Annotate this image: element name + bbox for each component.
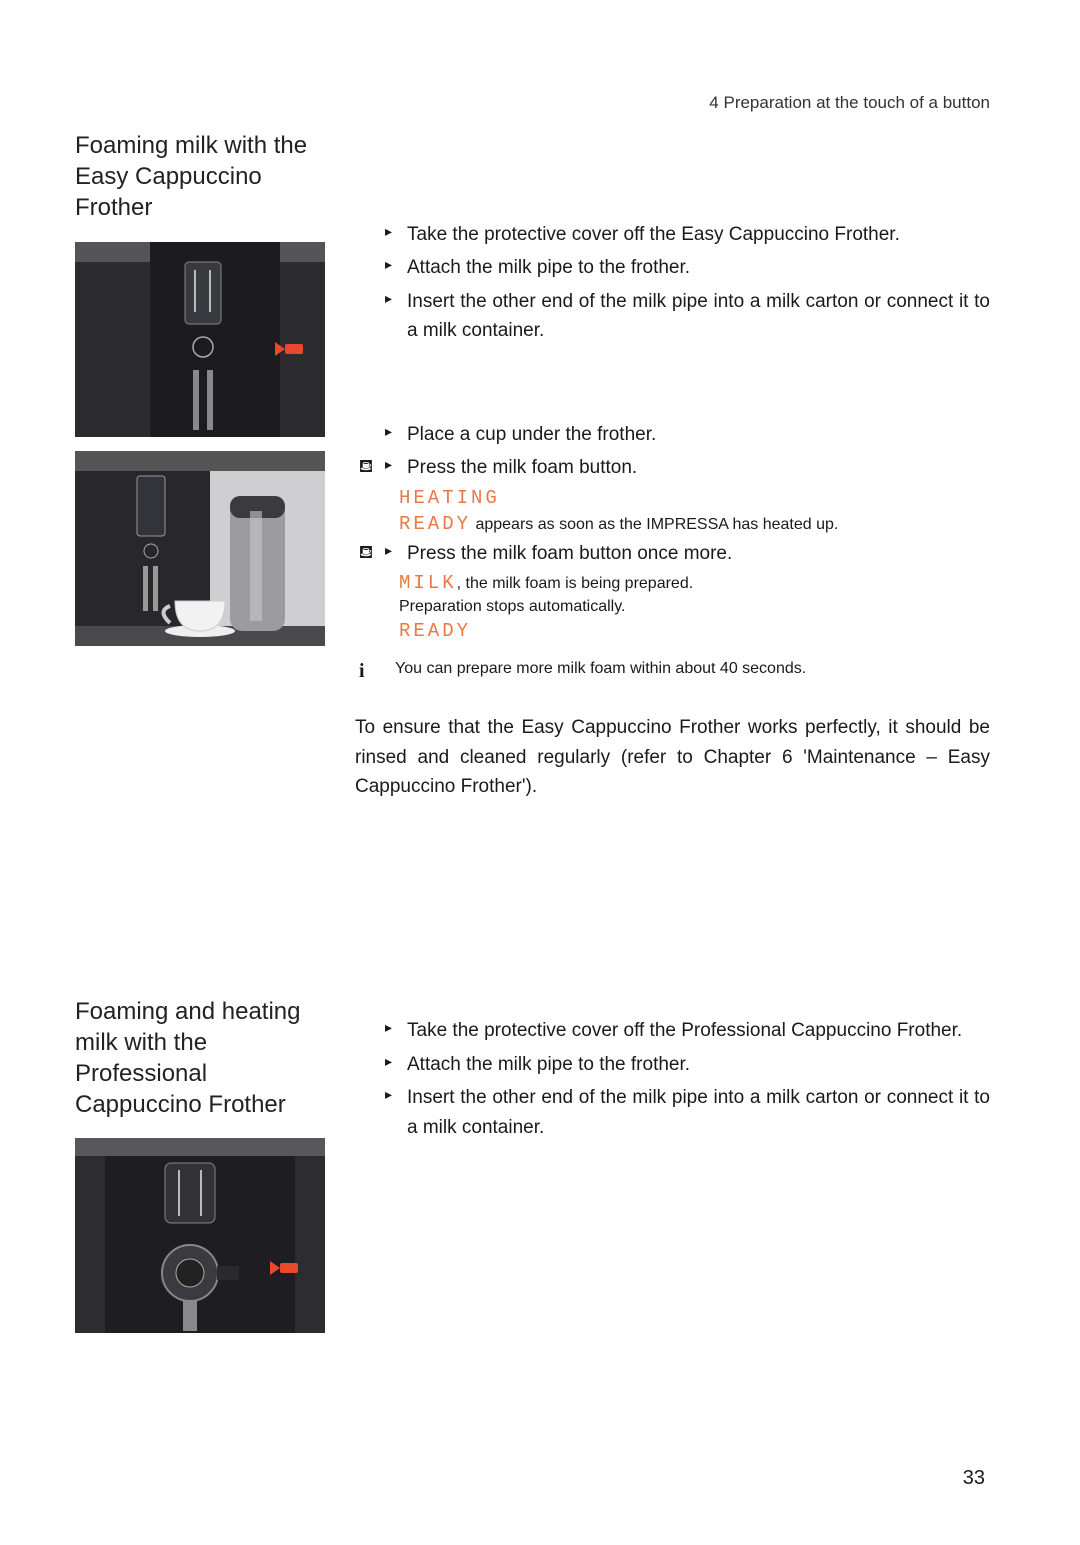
step-text: Place a cup under the frother. — [407, 420, 990, 449]
milk-foam-button-icon: ⛾ — [355, 539, 377, 566]
instruction-step: ▸ Take the protective cover off the Prof… — [355, 1016, 990, 1045]
instruction-step: ⛾ ▸ Press the milk foam button. — [355, 453, 990, 482]
figure-frother-with-cup — [75, 451, 325, 646]
step-text: Press the milk foam button once more. — [407, 539, 990, 568]
step-text: Insert the other end of the milk pipe in… — [407, 1083, 990, 1142]
display-text: READY — [399, 513, 471, 535]
step-text: appears as soon as the IMPRESSA has heat… — [471, 516, 838, 533]
step-arrow-icon: ▸ — [385, 287, 399, 311]
milk-foam-button-icon: ⛾ — [355, 453, 377, 480]
step-text: , the milk foam is being prepared. — [457, 575, 694, 592]
page-content: Foaming milk with the Easy Cappuccino Fr… — [75, 130, 990, 1347]
instruction-step: ▸ Place a cup under the frother. — [355, 420, 990, 449]
info-text: You can prepare more milk foam within ab… — [395, 660, 806, 683]
instruction-step: ⛾ ▸ Press the milk foam button once more… — [355, 539, 990, 568]
figure-professional-frother — [75, 1138, 325, 1333]
display-text: READY — [399, 620, 471, 642]
info-note: i You can prepare more milk foam within … — [359, 660, 990, 683]
step-text: Attach the milk pipe to the frother. — [407, 253, 990, 282]
step-text: Attach the milk pipe to the frother. — [407, 1050, 990, 1079]
display-text: HEATING — [399, 487, 500, 509]
section-title-1: Foaming milk with the Easy Cappuccino Fr… — [75, 130, 325, 224]
step-text: Insert the other end of the milk pipe in… — [407, 287, 990, 346]
page-header: 4 Preparation at the touch of a button — [709, 93, 990, 113]
display-text: MILK — [399, 572, 457, 594]
instruction-step: ▸ Take the protective cover off the Easy… — [355, 220, 990, 249]
instruction-step: ▸ Insert the other end of the milk pipe … — [355, 1083, 990, 1142]
step-text: Press the milk foam button. — [407, 453, 990, 482]
page-number: 33 — [963, 1467, 985, 1490]
step-arrow-icon: ▸ — [385, 1083, 399, 1107]
step-arrow-icon: ▸ — [385, 420, 399, 444]
step-arrow-icon: ▸ — [385, 253, 399, 277]
left-column: Foaming milk with the Easy Cappuccino Fr… — [75, 130, 325, 1347]
step-text: Preparation stops automatically. — [399, 598, 990, 616]
step-arrow-icon: ▸ — [385, 539, 399, 563]
step-text: Take the protective cover off the Profes… — [407, 1016, 990, 1045]
right-column: ▸ Take the protective cover off the Easy… — [355, 130, 990, 1347]
instruction-step: ▸ Attach the milk pipe to the frother. — [355, 253, 990, 282]
figure-frother-closeup — [75, 242, 325, 437]
step-arrow-icon: ▸ — [385, 1050, 399, 1074]
instruction-step: ▸ Insert the other end of the milk pipe … — [355, 287, 990, 346]
step-text: Take the protective cover off the Easy C… — [407, 220, 990, 249]
maintenance-paragraph: To ensure that the Easy Cappuccino Froth… — [355, 713, 990, 801]
instruction-step: ▸ Attach the milk pipe to the frother. — [355, 1050, 990, 1079]
section-title-2: Foaming and heating milk with the Profes… — [75, 996, 325, 1121]
info-icon: i — [359, 660, 381, 683]
step-arrow-icon: ▸ — [385, 1016, 399, 1040]
step-arrow-icon: ▸ — [385, 453, 399, 477]
step-arrow-icon: ▸ — [385, 220, 399, 244]
